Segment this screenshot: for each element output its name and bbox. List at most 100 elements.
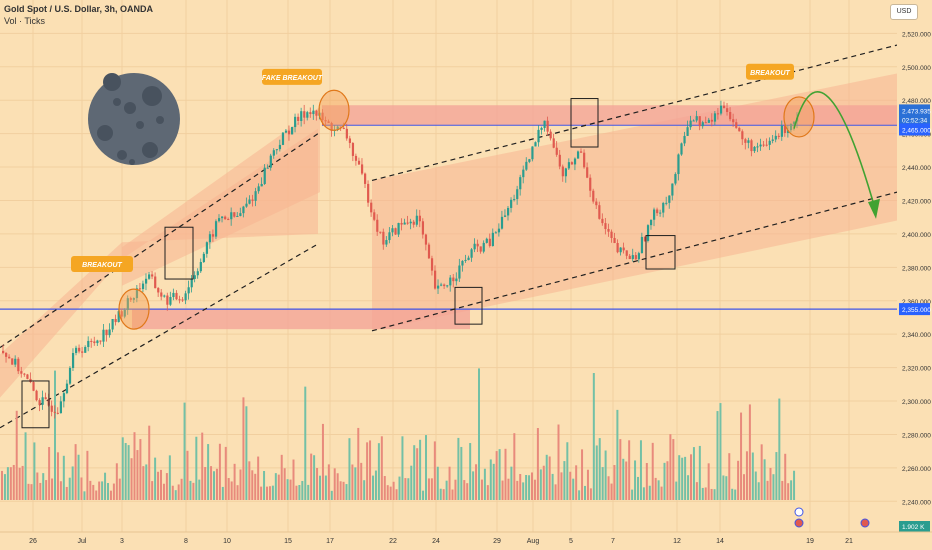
symbol-title: Gold Spot / U.S. Dollar, 3h, OANDA xyxy=(4,4,154,14)
y-tick-label: 2,320.000 xyxy=(902,366,931,373)
lower-trendline xyxy=(0,243,319,429)
volume-bar xyxy=(6,467,9,500)
volume-bar xyxy=(531,472,533,500)
candle xyxy=(494,232,498,234)
volume-bar xyxy=(475,464,478,500)
currency-button[interactable]: USD xyxy=(890,4,918,20)
volume-bar xyxy=(578,490,581,500)
candle xyxy=(211,234,215,237)
volume-bar xyxy=(189,480,192,500)
candle xyxy=(510,199,513,208)
volume-bar xyxy=(542,465,545,500)
candle xyxy=(90,340,93,342)
volume-bar xyxy=(254,473,257,500)
candle xyxy=(671,183,674,196)
volume-bar xyxy=(787,483,790,500)
volume-bar xyxy=(760,444,763,500)
candle xyxy=(169,297,172,305)
volume-bar xyxy=(207,444,210,500)
candle xyxy=(488,238,491,247)
volume-bar xyxy=(383,476,386,500)
volume-bar xyxy=(186,450,189,500)
candle xyxy=(251,199,254,201)
volume-bar xyxy=(628,440,631,500)
volume-bar xyxy=(198,479,201,500)
candle xyxy=(573,158,577,165)
candle xyxy=(87,340,90,348)
volume-bar xyxy=(513,433,516,500)
candle xyxy=(166,295,169,305)
candle xyxy=(303,111,306,118)
volume-bar xyxy=(669,434,672,500)
volume-bar xyxy=(327,464,330,500)
volume-bar xyxy=(21,465,24,500)
volume-bar xyxy=(27,483,30,500)
candle xyxy=(531,146,534,160)
volume-indicator-label[interactable]: Vol · Ticks xyxy=(4,16,46,26)
candle xyxy=(75,347,78,353)
volume-bar xyxy=(501,480,504,500)
volume-bar xyxy=(489,459,492,500)
moon-crater xyxy=(136,121,144,129)
volume-bar xyxy=(710,488,713,500)
candle xyxy=(464,259,467,261)
resistance-level-tag: 2,465.000 xyxy=(899,123,931,136)
candle xyxy=(771,139,774,141)
x-tick-label: 5 xyxy=(569,538,573,545)
volume-bar xyxy=(666,461,669,500)
volume-bar xyxy=(71,466,74,500)
volume-bar xyxy=(39,482,42,500)
volume-bar xyxy=(425,435,427,500)
candle xyxy=(698,116,701,127)
volume-bar xyxy=(419,439,422,500)
volume-bar xyxy=(319,475,321,500)
volume-bar xyxy=(486,485,489,500)
volume-bar xyxy=(372,475,374,500)
volume-bar xyxy=(277,474,280,500)
volume-bar xyxy=(469,443,472,500)
candle xyxy=(738,127,741,132)
candle xyxy=(683,135,686,144)
candle xyxy=(379,231,382,233)
highlight-box xyxy=(454,286,483,325)
candle xyxy=(765,144,768,146)
candle xyxy=(148,274,151,279)
candle xyxy=(324,120,327,122)
candle xyxy=(141,283,145,290)
volume-bar xyxy=(410,465,413,500)
candle xyxy=(662,202,665,213)
moon-crater xyxy=(113,98,121,106)
candle xyxy=(120,311,123,317)
volume-bar xyxy=(380,436,383,500)
candle xyxy=(32,382,35,391)
candle xyxy=(780,125,783,137)
volume-bar xyxy=(213,471,215,500)
volume-bar xyxy=(645,463,648,500)
volume-bar xyxy=(504,448,507,500)
candle xyxy=(105,329,108,336)
volume-bar xyxy=(598,438,601,500)
candle xyxy=(181,299,184,301)
candle xyxy=(665,202,668,204)
volume-bar xyxy=(533,479,536,500)
candle xyxy=(284,130,288,133)
volume-bar xyxy=(675,481,678,500)
volume-bar xyxy=(316,468,319,500)
candle xyxy=(327,121,330,123)
volume-bar xyxy=(118,478,121,500)
volume-bar xyxy=(65,486,68,500)
volume-bar xyxy=(625,461,628,500)
candle xyxy=(601,218,604,224)
candle xyxy=(248,199,251,204)
y-tick-label: 2,500.000 xyxy=(902,65,931,72)
highlight-box xyxy=(645,235,676,270)
volume-bar xyxy=(498,449,501,500)
candle xyxy=(309,112,312,115)
candle xyxy=(297,116,300,121)
volume-bar xyxy=(743,474,745,500)
volume-bar xyxy=(793,470,796,500)
volume-bar xyxy=(657,480,660,500)
volume-bar xyxy=(525,474,528,500)
candle xyxy=(722,105,726,109)
